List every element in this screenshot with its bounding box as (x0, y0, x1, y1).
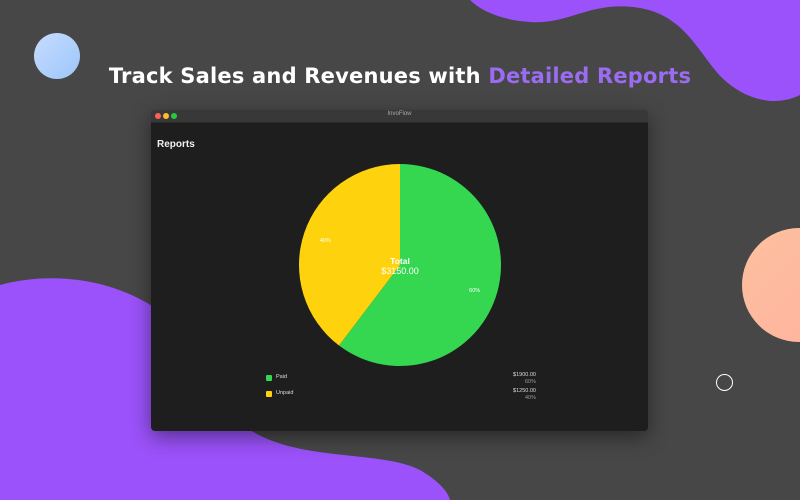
pie-slice-unpaid (299, 164, 400, 346)
zoom-window-button[interactable] (171, 113, 177, 119)
close-window-button[interactable] (155, 113, 161, 119)
pie-chart: 60% 40% Total $3150.00 (299, 164, 502, 366)
pie-center-value: $3150.00 (381, 266, 419, 276)
window-title: InvoFlow (387, 111, 412, 117)
headline: Track Sales and Revenues with Detailed R… (0, 64, 800, 88)
blue-circle (34, 33, 80, 79)
legend-swatch-unpaid (266, 391, 272, 397)
headline-accent: Detailed Reports (488, 64, 692, 88)
legend-label-unpaid: Unpaid (276, 390, 294, 396)
headline-prefix: Track Sales and Revenues with (108, 64, 489, 88)
legend-percent-unpaid: 40% (524, 395, 536, 401)
legend-row-paid: Paid $1900.00 60% (266, 372, 536, 392)
reports-heading: Reports (157, 139, 195, 150)
legend-swatch-paid (266, 375, 272, 381)
pie-slice-label-unpaid: 40% (320, 238, 331, 244)
pie-center-label: Total (390, 256, 410, 266)
legend-label-paid: Paid (276, 374, 288, 380)
legend-row-unpaid: Unpaid $1250.00 40% (266, 388, 536, 408)
window-titlebar[interactable]: InvoFlow (151, 110, 648, 123)
pie-slice-paid (339, 164, 502, 366)
legend-percent-paid: 60% (524, 379, 536, 385)
purple-blob-bottom-left (0, 278, 450, 500)
minimize-window-button[interactable] (163, 113, 169, 119)
legend-amount-unpaid: $1250.00 (513, 388, 536, 394)
app-window: InvoFlow Reports 60% 40% Total $3150.00 P… (151, 110, 648, 431)
ring-circle-decoration (716, 374, 733, 391)
pie-slice-label-paid: 60% (469, 288, 480, 294)
purple-blob-top-right (470, 0, 800, 101)
peach-circle (742, 228, 800, 342)
legend-amount-paid: $1900.00 (513, 372, 536, 378)
